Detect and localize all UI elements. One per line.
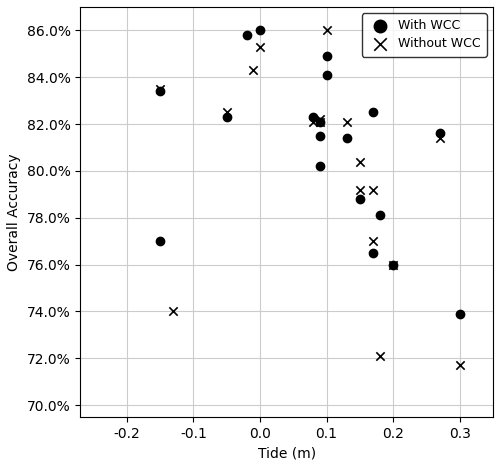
Legend: With WCC, Without WCC: With WCC, Without WCC [362, 13, 487, 57]
With WCC [256, 27, 264, 34]
Without WCC [376, 352, 384, 360]
With WCC [156, 87, 164, 95]
Without WCC [456, 361, 464, 369]
Without WCC [436, 134, 444, 142]
With WCC [156, 237, 164, 245]
With WCC [316, 118, 324, 126]
With WCC [369, 109, 377, 116]
With WCC [436, 130, 444, 137]
With WCC [316, 163, 324, 170]
With WCC [56, 71, 64, 78]
Without WCC [342, 118, 350, 126]
With WCC [222, 113, 230, 121]
Without WCC [316, 118, 324, 126]
Without WCC [389, 261, 397, 268]
With WCC [356, 195, 364, 203]
With WCC [342, 134, 350, 142]
With WCC [389, 261, 397, 268]
Without WCC [310, 118, 318, 126]
Without WCC [322, 27, 330, 34]
With WCC [322, 52, 330, 60]
Without WCC [369, 186, 377, 193]
Without WCC [256, 43, 264, 50]
Without WCC [356, 158, 364, 165]
Without WCC [316, 116, 324, 123]
With WCC [242, 31, 250, 39]
Y-axis label: Overall Accuracy: Overall Accuracy [7, 153, 21, 271]
Without WCC [369, 237, 377, 245]
Without WCC [56, 97, 64, 104]
With WCC [456, 310, 464, 318]
Without WCC [250, 66, 258, 74]
Without WCC [222, 109, 230, 116]
Without WCC [156, 85, 164, 92]
Without WCC [356, 186, 364, 193]
With WCC [316, 132, 324, 140]
Without WCC [170, 308, 177, 315]
With WCC [322, 71, 330, 78]
With WCC [376, 212, 384, 219]
With WCC [310, 113, 318, 121]
X-axis label: Tide (m): Tide (m) [258, 446, 316, 460]
With WCC [369, 249, 377, 256]
